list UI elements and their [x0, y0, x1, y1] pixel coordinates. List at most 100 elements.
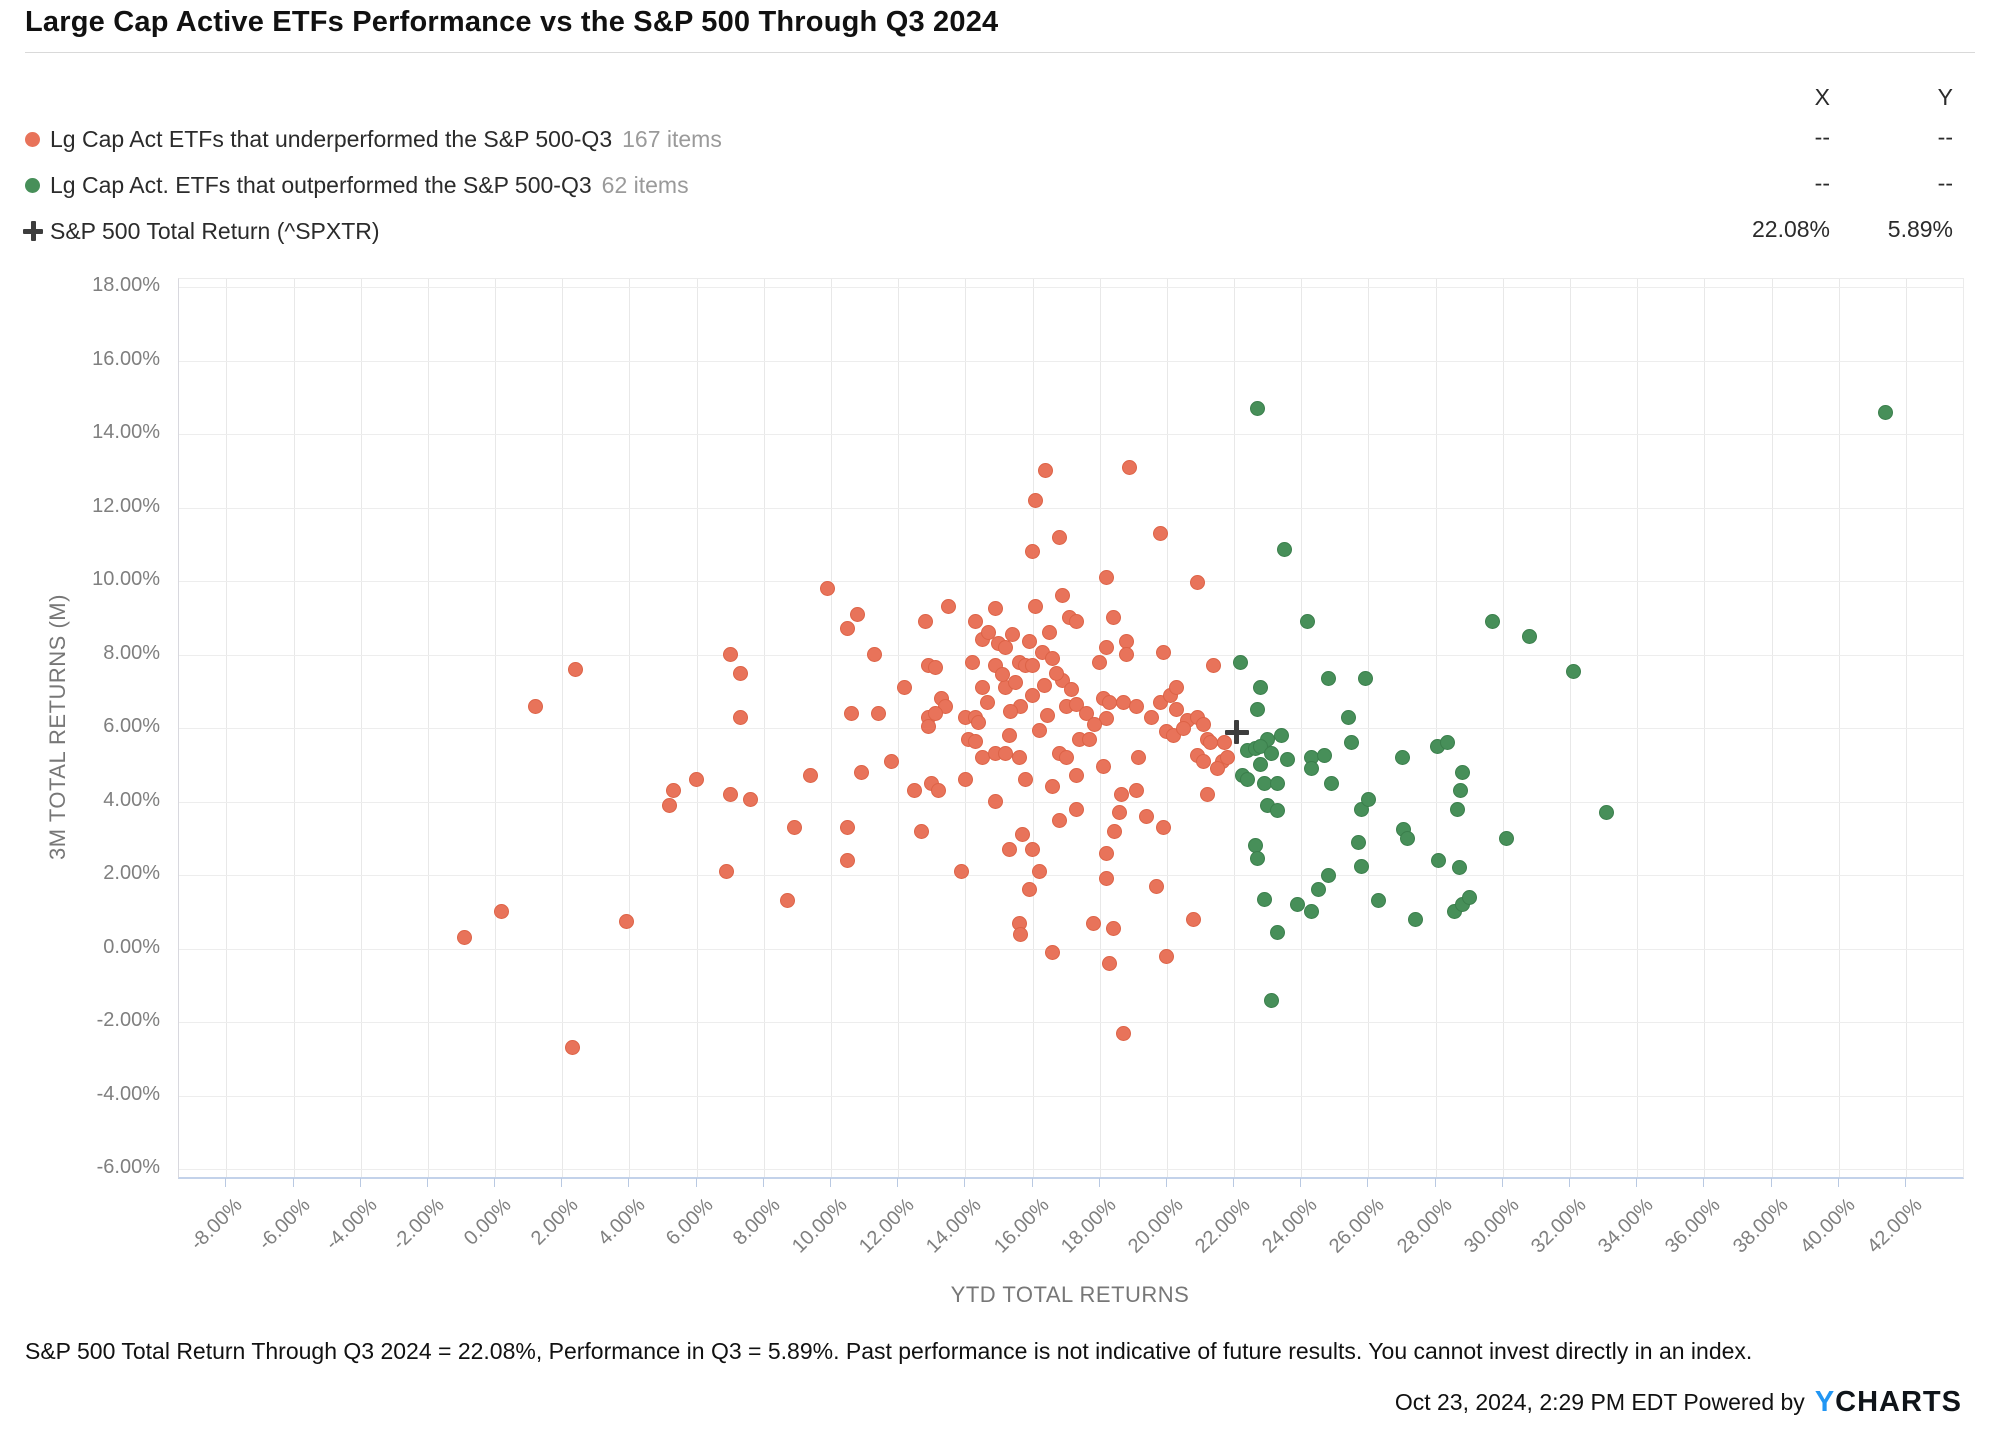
scatter-point-outperform[interactable] — [1451, 860, 1467, 876]
scatter-point-outperform[interactable] — [1263, 746, 1279, 762]
scatter-point-underperform[interactable] — [1045, 779, 1061, 795]
scatter-point-underperform[interactable] — [1152, 525, 1168, 541]
scatter-point-outperform[interactable] — [1350, 834, 1366, 850]
scatter-point-underperform[interactable] — [914, 823, 930, 839]
scatter-point-underperform[interactable] — [1156, 819, 1172, 835]
scatter-point-underperform[interactable] — [719, 864, 735, 880]
scatter-point-underperform[interactable] — [1095, 759, 1111, 775]
scatter-point-outperform[interactable] — [1273, 728, 1289, 744]
scatter-point-underperform[interactable] — [564, 1040, 580, 1056]
scatter-point-underperform[interactable] — [967, 733, 983, 749]
scatter-point-underperform[interactable] — [1105, 921, 1121, 936]
scatter-point-underperform[interactable] — [1139, 808, 1155, 824]
scatter-point-outperform[interactable] — [1461, 889, 1477, 905]
ycharts-logo[interactable]: Y CHARTS — [1815, 1386, 1962, 1419]
scatter-point-underperform[interactable] — [998, 746, 1014, 762]
scatter-point-outperform[interactable] — [1371, 893, 1387, 909]
scatter-point-underperform[interactable] — [1040, 707, 1056, 723]
scatter-point-underperform[interactable] — [662, 797, 678, 813]
scatter-point-underperform[interactable] — [1107, 823, 1123, 839]
scatter-point-outperform[interactable] — [1270, 775, 1286, 791]
scatter-point-outperform[interactable] — [1485, 614, 1501, 630]
scatter-point-underperform[interactable] — [732, 709, 748, 725]
scatter-plot-area[interactable] — [178, 278, 1964, 1179]
scatter-point-underperform[interactable] — [1144, 709, 1160, 725]
scatter-point-underperform[interactable] — [1058, 750, 1074, 766]
scatter-point-underperform[interactable] — [1013, 926, 1029, 942]
scatter-point-outperform[interactable] — [1320, 671, 1336, 687]
scatter-point-underperform[interactable] — [1129, 698, 1145, 714]
scatter-point-outperform[interactable] — [1498, 830, 1514, 846]
scatter-point-underperform[interactable] — [1021, 634, 1037, 650]
scatter-point-underperform[interactable] — [1031, 864, 1047, 880]
scatter-point-underperform[interactable] — [1216, 735, 1232, 751]
scatter-point-outperform[interactable] — [1250, 851, 1266, 867]
scatter-point-outperform[interactable] — [1300, 614, 1316, 630]
scatter-point-underperform[interactable] — [1025, 841, 1041, 857]
scatter-point-outperform[interactable] — [1317, 748, 1333, 764]
scatter-point-underperform[interactable] — [964, 654, 980, 670]
scatter-point-underperform[interactable] — [867, 647, 883, 663]
scatter-point-underperform[interactable] — [1068, 614, 1084, 630]
scatter-point-underperform[interactable] — [1206, 658, 1222, 674]
scatter-point-outperform[interactable] — [1263, 992, 1279, 1008]
scatter-point-underperform[interactable] — [1041, 625, 1057, 641]
scatter-point-underperform[interactable] — [971, 715, 987, 731]
scatter-point-underperform[interactable] — [1169, 680, 1185, 696]
scatter-point-outperform[interactable] — [1253, 680, 1269, 696]
scatter-point-underperform[interactable] — [883, 753, 899, 769]
scatter-point-underperform[interactable] — [1098, 871, 1114, 887]
scatter-point-outperform[interactable] — [1290, 897, 1306, 913]
scatter-point-underperform[interactable] — [927, 660, 943, 676]
scatter-point-underperform[interactable] — [941, 599, 957, 615]
scatter-point-outperform[interactable] — [1323, 775, 1339, 791]
scatter-point-underperform[interactable] — [957, 772, 973, 788]
scatter-point-outperform[interactable] — [1357, 671, 1373, 687]
scatter-point-outperform[interactable] — [1253, 757, 1269, 773]
scatter-point-outperform[interactable] — [1250, 400, 1266, 416]
scatter-point-underperform[interactable] — [853, 764, 869, 780]
scatter-point-outperform[interactable] — [1599, 805, 1615, 821]
scatter-point-outperform[interactable] — [1454, 764, 1470, 780]
scatter-point-underperform[interactable] — [981, 625, 997, 641]
scatter-point-outperform[interactable] — [1407, 911, 1423, 927]
scatter-point-underperform[interactable] — [1028, 492, 1044, 508]
scatter-point-underperform[interactable] — [1203, 735, 1219, 751]
scatter-point-underperform[interactable] — [840, 621, 856, 637]
scatter-point-underperform[interactable] — [1098, 569, 1114, 585]
scatter-point-underperform[interactable] — [1196, 753, 1212, 769]
scatter-point-outperform[interactable] — [1399, 830, 1415, 846]
scatter-point-outperform[interactable] — [1240, 772, 1256, 788]
scatter-point-underperform[interactable] — [1055, 588, 1071, 604]
scatter-point-underperform[interactable] — [1018, 772, 1034, 788]
scatter-point-underperform[interactable] — [1114, 786, 1130, 802]
scatter-point-underperform[interactable] — [1102, 955, 1118, 971]
scatter-point-outperform[interactable] — [1565, 663, 1581, 679]
scatter-point-underperform[interactable] — [907, 783, 923, 799]
scatter-point-outperform[interactable] — [1394, 750, 1410, 766]
scatter-point-underperform[interactable] — [1051, 529, 1067, 545]
scatter-point-underperform[interactable] — [1045, 944, 1061, 960]
scatter-point-underperform[interactable] — [930, 783, 946, 799]
scatter-point-outperform[interactable] — [1344, 735, 1360, 751]
scatter-point-underperform[interactable] — [1031, 722, 1047, 738]
scatter-point-underperform[interactable] — [722, 786, 738, 802]
scatter-point-underperform[interactable] — [527, 698, 543, 714]
scatter-point-underperform[interactable] — [994, 667, 1010, 683]
scatter-point-outperform[interactable] — [1449, 801, 1465, 817]
scatter-point-outperform[interactable] — [1878, 404, 1894, 420]
scatter-point-underperform[interactable] — [979, 694, 995, 710]
scatter-point-underperform[interactable] — [722, 647, 738, 663]
scatter-point-underperform[interactable] — [1156, 645, 1172, 661]
scatter-point-outperform[interactable] — [1439, 735, 1455, 751]
scatter-point-outperform[interactable] — [1360, 792, 1376, 808]
scatter-point-outperform[interactable] — [1354, 858, 1370, 874]
scatter-point-underperform[interactable] — [742, 792, 758, 808]
scatter-point-outperform[interactable] — [1270, 803, 1286, 819]
scatter-point-underperform[interactable] — [1063, 682, 1079, 698]
scatter-point-outperform[interactable] — [1522, 628, 1538, 644]
scatter-point-underperform[interactable] — [732, 665, 748, 681]
scatter-point-underperform[interactable] — [870, 705, 886, 721]
scatter-point-underperform[interactable] — [1219, 750, 1235, 766]
scatter-point-underperform[interactable] — [954, 864, 970, 880]
